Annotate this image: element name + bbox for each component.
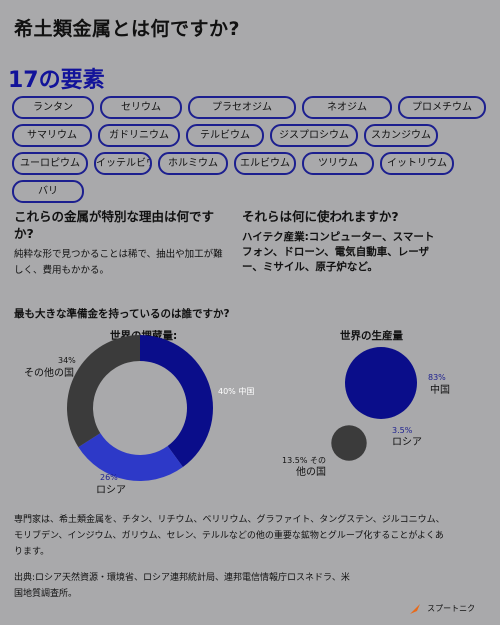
prod-other-label: 他の国 bbox=[296, 467, 326, 478]
element-pill: ガドリニウム bbox=[98, 124, 180, 147]
element-pill: セリウム bbox=[100, 96, 182, 119]
uses-text: ハイテク産業:コンピューター、スマートフォン、ドローン、電気自動車、レーザー、ミ… bbox=[242, 231, 435, 273]
element-pill: プラセオジム bbox=[188, 96, 296, 119]
experts-note: 専門家は、希土類金属を、チタン、リチウム、ベリリウム、グラファイト、タングステン… bbox=[14, 515, 445, 557]
prod-china-label: 中国 bbox=[430, 385, 450, 396]
element-pill: スカンジウム bbox=[364, 124, 438, 147]
element-pill: ホルミウム bbox=[158, 152, 228, 175]
prod-russia-pct: 3.5% bbox=[392, 426, 413, 435]
element-list: ランタン セリウム プラセオジム ネオジム プロメチウムサマリウム ガドリニウム テルビウム… bbox=[12, 96, 488, 203]
reserves-china-label: 40% 中国 bbox=[218, 387, 255, 396]
sputnik-logo-icon bbox=[410, 603, 420, 614]
reserves-question: 最も大きな準備金を持っているのは誰ですか? bbox=[14, 308, 230, 320]
reserves-chart-title: 世界の埋蔵量: bbox=[110, 330, 178, 342]
element-pill: プロメチウム bbox=[398, 96, 486, 119]
prod-other-pct: 13.5% その bbox=[282, 456, 326, 465]
source-note: 出典:ロシア天然資源・環境省、ロシア連邦統計局、連邦電信情報庁ロスネドラ、米国地… bbox=[14, 573, 350, 599]
brand-name: スプートニク bbox=[427, 604, 476, 613]
element-pill: バリ bbox=[12, 180, 84, 203]
reserves-other-label: その他の国 bbox=[24, 368, 74, 379]
reserves-slice-中国 bbox=[140, 335, 213, 468]
prod-russia-label: ロシア bbox=[392, 437, 422, 448]
element-pill: ランタン bbox=[12, 96, 94, 119]
element-pill: サマリウム bbox=[12, 124, 92, 147]
element-pill: イットリウム bbox=[380, 152, 454, 175]
reserves-other-pct: 34% bbox=[58, 356, 76, 365]
element-pill: ネオジム bbox=[302, 96, 392, 119]
element-count-heading: 17の要素 bbox=[8, 68, 105, 93]
why-special-text: 純粋な形で見つかることは稀で、抽出や加工が難しく、費用もかかる。 bbox=[14, 249, 223, 276]
production-chart-title: 世界の生産量 bbox=[340, 330, 403, 342]
production-bubble-その他の国 bbox=[331, 425, 367, 461]
reserves-slice-その他の国 bbox=[67, 335, 140, 448]
reserves-slice-ロシア bbox=[78, 433, 183, 481]
element-pill: エルビウム bbox=[234, 152, 296, 175]
prod-china-pct: 83% bbox=[428, 373, 446, 382]
brand-logo: スプートニク bbox=[408, 598, 475, 617]
element-pill: ユーロピウム bbox=[12, 152, 88, 175]
reserves-russia-pct: 26% bbox=[100, 473, 118, 482]
element-pill: ジスプロシウム bbox=[270, 124, 358, 147]
why-special-heading: これらの金属が特別な理由は何ですか? bbox=[14, 209, 215, 241]
reserves-russia-label: ロシア bbox=[96, 485, 126, 496]
uses-heading: それらは何に使われますか? bbox=[242, 209, 399, 224]
page-title: 希土類金属とは何ですか? bbox=[14, 18, 241, 40]
element-pill: ツリウム bbox=[302, 152, 374, 175]
element-pill: イッテルビウム bbox=[94, 152, 152, 175]
production-bubble-中国 bbox=[345, 347, 417, 419]
element-pill: テルビウム bbox=[186, 124, 264, 147]
